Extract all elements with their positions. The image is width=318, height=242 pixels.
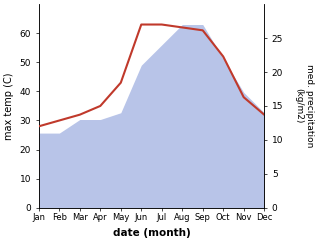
Y-axis label: max temp (C): max temp (C)	[4, 72, 14, 140]
Y-axis label: med. precipitation
(kg/m2): med. precipitation (kg/m2)	[294, 64, 314, 148]
X-axis label: date (month): date (month)	[113, 228, 190, 238]
